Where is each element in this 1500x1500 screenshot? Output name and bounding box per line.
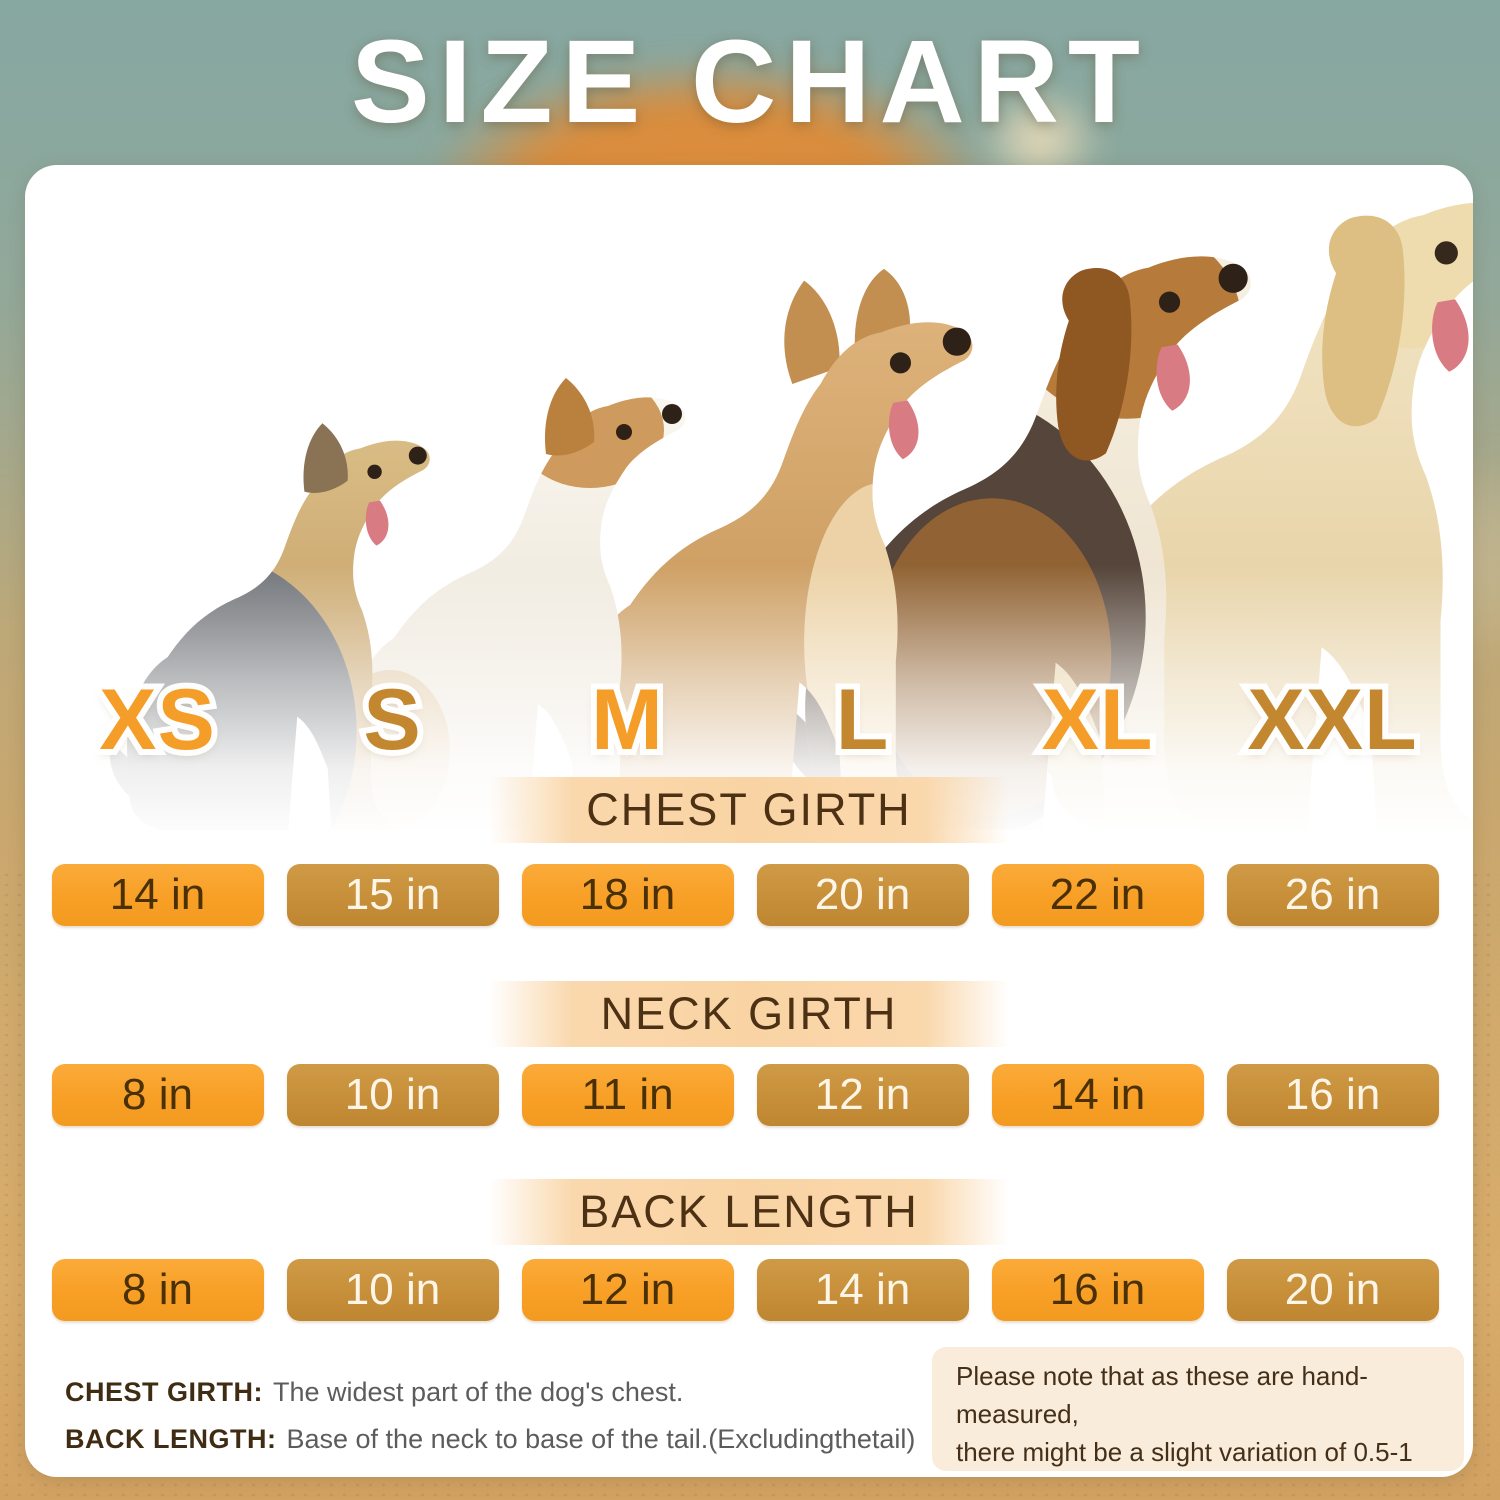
size-label-xl: XL XL — [1036, 671, 1159, 769]
chest-girth-row: 14 in 15 in 18 in 20 in 22 in 26 in — [40, 864, 1450, 926]
size-label-s: S S — [357, 671, 426, 769]
disclaimer-line-1: Please note that as these are hand-measu… — [956, 1361, 1368, 1429]
size-label-xs: XS XS — [93, 671, 221, 769]
back-length-definition: BACK LENGTH: Base of the neck to base of … — [65, 1424, 916, 1454]
back-length-m: 12 in — [521, 1259, 734, 1321]
size-labels-row: XS XS S S M M L L XL XL XXL XXL — [40, 668, 1450, 772]
back-length-l: 14 in — [756, 1259, 969, 1321]
chest-girth-m: 18 in — [521, 864, 734, 926]
back-length-s: 10 in — [286, 1259, 499, 1321]
back-length-xxl: 20 in — [1226, 1259, 1439, 1321]
size-label-m: M M — [585, 671, 669, 769]
page-title: SIZE CHART — [351, 16, 1149, 148]
chest-girth-l: 20 in — [756, 864, 969, 926]
back-length-xs: 8 in — [51, 1259, 264, 1321]
disclaimer-box: Please note that as these are hand-measu… — [932, 1347, 1464, 1477]
neck-girth-xl: 14 in — [991, 1064, 1204, 1126]
neck-girth-xs: 8 in — [51, 1064, 264, 1126]
chest-girth-s: 15 in — [286, 864, 499, 926]
chest-girth-xl: 22 in — [991, 864, 1204, 926]
section-header-chest-girth: CHEST GIRTH — [489, 777, 1009, 843]
size-chart-card: XS XS S S M M L L XL XL XXL XXL CHEST GI… — [25, 165, 1473, 1477]
chest-girth-definition: CHEST GIRTH: The widest part of the dog's… — [65, 1377, 684, 1407]
size-label-xxl: XXL XXL — [1241, 671, 1422, 769]
neck-girth-xxl: 16 in — [1226, 1064, 1439, 1126]
measurement-definitions: CHEST GIRTH: The widest part of the dog's… — [65, 1377, 915, 1471]
section-header-back-length: BACK LENGTH — [489, 1179, 1009, 1245]
chest-girth-xxl: 26 in — [1226, 864, 1439, 926]
neck-girth-s: 10 in — [286, 1064, 499, 1126]
back-length-xl: 16 in — [991, 1259, 1204, 1321]
disclaimer-line-2: there might be a slight variation of 0.5… — [956, 1437, 1413, 1477]
section-header-neck-girth: NECK GIRTH — [489, 981, 1009, 1047]
neck-girth-row: 8 in 10 in 11 in 12 in 14 in 16 in — [40, 1064, 1450, 1126]
back-length-row: 8 in 10 in 12 in 14 in 16 in 20 in — [40, 1259, 1450, 1321]
chest-girth-xs: 14 in — [51, 864, 264, 926]
neck-girth-m: 11 in — [521, 1064, 734, 1126]
neck-girth-l: 12 in — [756, 1064, 969, 1126]
size-label-l: L L — [830, 671, 894, 769]
